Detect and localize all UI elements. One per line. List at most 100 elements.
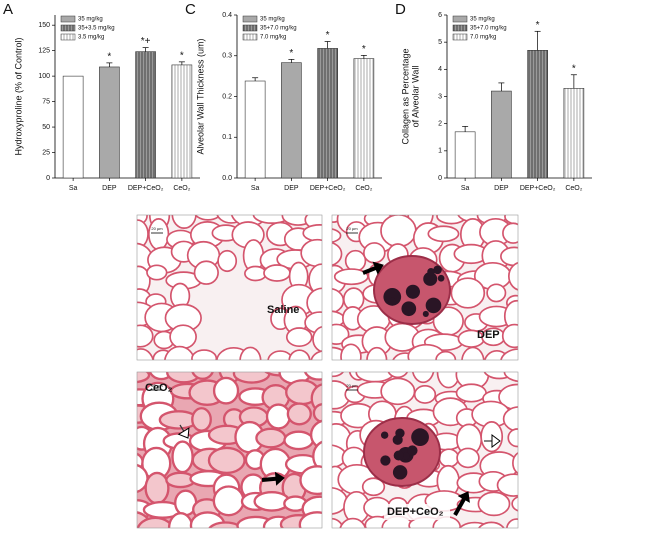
alveolus (306, 287, 322, 319)
alveolus (191, 372, 214, 380)
y-axis-label: Alveolar Wall Thickness (um) (195, 38, 205, 154)
legend-label: 35 mg/kg (470, 17, 495, 23)
alveolus (167, 512, 194, 528)
alveolus (148, 218, 170, 251)
alveolus (252, 215, 292, 224)
alveolus (344, 249, 367, 272)
y-tick-label: 1 (438, 148, 442, 155)
alveolus (239, 346, 262, 360)
alveolus (255, 427, 287, 449)
alveolus (137, 324, 154, 348)
alveolus (380, 377, 416, 406)
alveolus (312, 325, 322, 353)
alveolus (332, 241, 343, 267)
micrograph (332, 215, 518, 360)
bar (317, 48, 338, 179)
alveolus (361, 477, 386, 497)
arrow-shaft (179, 424, 185, 432)
legend-swatch (242, 24, 258, 32)
alveolus (507, 428, 518, 448)
image-frame (331, 214, 519, 361)
label-backdrop (384, 504, 450, 520)
alveolus (413, 384, 437, 404)
alveolus (502, 406, 518, 433)
legend-label: 35+3.5 mg/kg (78, 26, 115, 32)
scale-bar-label: 20 µm (151, 226, 163, 231)
particle-macrophage (380, 431, 389, 439)
arrow-head (274, 471, 285, 486)
alveolus (212, 376, 240, 405)
alveolus (191, 349, 218, 360)
x-tick-label: DEP+CeO₂ (520, 185, 556, 192)
y-tick-label: 75 (42, 98, 50, 105)
x-tick-label: CeO₂ (173, 185, 190, 192)
y-tick-label: 125 (38, 48, 50, 55)
alveolus (263, 264, 291, 282)
alveolus (332, 228, 342, 243)
legend-swatch (242, 33, 258, 41)
y-tick-label: 2 (438, 121, 442, 128)
alveolus (339, 517, 367, 528)
image-label: CeO₂ (145, 382, 173, 394)
alveolus (146, 264, 168, 281)
legend-label: 7.0 mg/kg (470, 35, 496, 41)
alveolus (496, 473, 518, 497)
alveolus (332, 517, 344, 528)
bar (454, 131, 476, 179)
particle-macrophage (401, 301, 417, 317)
alveolus (504, 215, 518, 226)
y-tick-label: 5 (438, 39, 442, 46)
significance-label: * (572, 63, 576, 74)
alveolus (366, 346, 388, 360)
alveolus (137, 516, 175, 528)
alveolus (217, 249, 238, 273)
particle-macrophage (405, 284, 420, 299)
legend-swatch (60, 24, 76, 32)
legend-swatch (452, 15, 468, 23)
micrograph (137, 215, 322, 360)
alveolus (193, 260, 219, 285)
alveolus (288, 349, 311, 360)
alveolus (411, 372, 435, 384)
y-tick-label: 0 (438, 175, 442, 182)
bar (527, 50, 548, 179)
particle-macrophage (401, 452, 410, 460)
y-tick-label: 0.3 (222, 53, 232, 60)
alveolus (191, 407, 212, 432)
bar (244, 80, 266, 179)
bar (171, 64, 193, 179)
x-tick-label: DEP (102, 185, 117, 192)
y-tick-label: 0.2 (222, 93, 232, 100)
x-tick-label: DEP (284, 185, 299, 192)
arrow-shaft (362, 266, 377, 275)
legend-label: 3.5 mg/kg (78, 35, 104, 41)
alveolus (164, 345, 196, 360)
panel-letter: D (395, 1, 406, 18)
alveolus (486, 283, 507, 303)
significance-label: *+ (141, 36, 151, 47)
particle-macrophage (425, 297, 442, 314)
alveolus (232, 372, 271, 384)
particle-macrophage (392, 434, 403, 445)
image-frame (331, 371, 519, 529)
bar (281, 62, 302, 179)
y-tick-label: 6 (438, 12, 442, 19)
y-tick-label: 25 (42, 149, 50, 156)
particle-macrophage (388, 297, 397, 306)
legend-label: 35 mg/kg (260, 17, 285, 23)
y-tick-label: 0.4 (222, 12, 232, 19)
alveolus (171, 440, 194, 474)
x-tick-label: CeO₂ (565, 185, 582, 192)
alveolus (265, 403, 291, 430)
alveolus (137, 348, 155, 360)
image-frame (136, 371, 323, 529)
alveolus (363, 242, 386, 264)
arrow-shaft (453, 497, 466, 516)
x-tick-label: Sa (69, 185, 78, 192)
image-frame (136, 214, 323, 361)
alveolus (300, 238, 322, 268)
alveolus (208, 521, 243, 528)
bar (563, 88, 585, 179)
alveolus (312, 440, 322, 472)
bar (62, 75, 84, 179)
